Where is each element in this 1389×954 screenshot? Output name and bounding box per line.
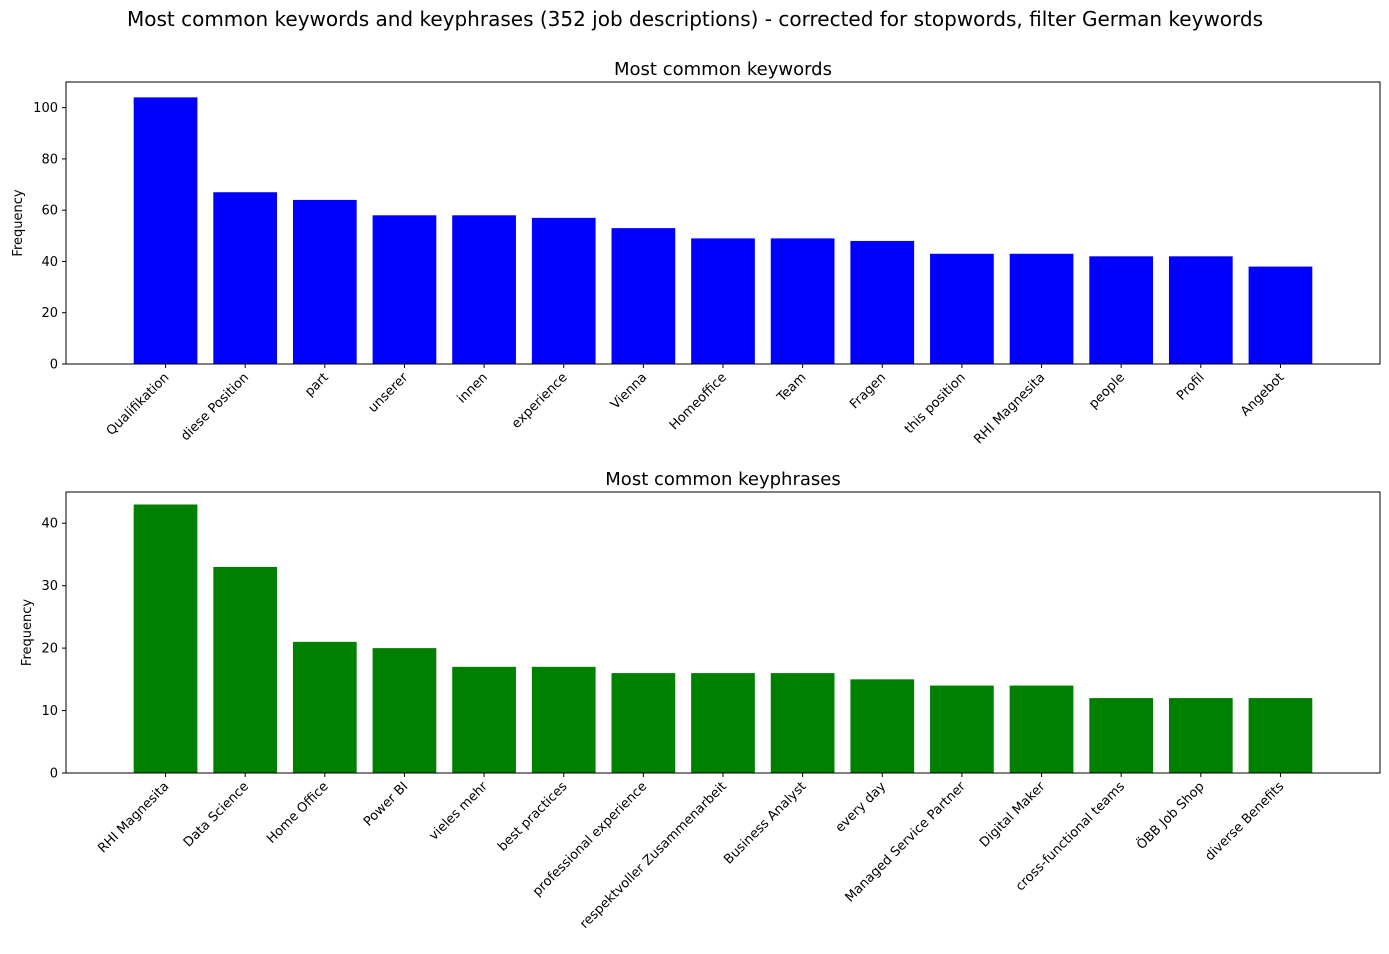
keyphrases-x-tick-label: Business Analyst (721, 779, 809, 867)
keywords-x-tick-label: RHI Magnesita (971, 370, 1048, 447)
keyphrases-bar (452, 666, 516, 773)
keywords-chart: Most common keywords Frequency 0 20 40 60 80 10… (11, 59, 1381, 447)
keyphrases-bar (213, 566, 278, 773)
keyphrases-bar (691, 673, 755, 773)
keyphrases-bar (1168, 698, 1233, 773)
keyphrases-x-tick-label: best practices (495, 779, 571, 855)
keywords-y-tick-label: 0 (50, 358, 58, 373)
keywords-bar (930, 253, 994, 364)
keywords-x-tick-label: Vienna (608, 370, 650, 412)
keyphrases-x-tick-label: respektvoller Zusammenarbeit (577, 779, 730, 932)
keyphrases-bar (930, 685, 994, 773)
keyphrases-y-tick-label: 40 (41, 517, 58, 532)
keywords-bar (611, 228, 676, 364)
keywords-x-tick-label: Homeoffice (667, 370, 730, 433)
keywords-bar (1009, 253, 1074, 364)
keyphrases-bar (133, 504, 198, 773)
keyphrases-x-tick-label: every day (833, 779, 890, 836)
keywords-bar (691, 238, 755, 364)
keyphrases-bar (611, 673, 676, 773)
keywords-bar (372, 215, 437, 364)
keywords-x-tick-label: people (1086, 370, 1128, 412)
keyphrases-x-tick-label: RHI Magnesita (95, 779, 172, 856)
keyphrases-bar (1009, 685, 1074, 773)
keywords-x-tick-label: Profil (1174, 370, 1208, 404)
keyphrases-y-tick-label: 0 (50, 767, 58, 782)
keywords-bar (531, 217, 596, 364)
keyphrases-x-tick-label: Data Science (181, 779, 252, 850)
keyphrases-x-tick-label: ÖBB Job Shop (1133, 778, 1208, 853)
keyphrases-bar (770, 673, 835, 773)
keywords-bar (133, 97, 198, 364)
keywords-axes-frame (65, 81, 1381, 365)
keyphrases-y-axis-label: Frequency (20, 599, 35, 666)
keyphrases-bar (1089, 698, 1154, 773)
keyphrases-bar (292, 641, 357, 773)
keywords-bar (1168, 256, 1233, 364)
keywords-x-tick-label: part (302, 370, 331, 399)
keywords-x-tick-label: Fragen (847, 370, 889, 412)
keyphrases-bar (372, 648, 437, 773)
keywords-bar (850, 240, 915, 364)
keywords-bar (213, 192, 278, 364)
keyphrases-y-tick-label: 20 (41, 642, 58, 657)
keywords-bar (770, 238, 835, 364)
keywords-y-tick-label: 60 (41, 204, 58, 219)
keywords-y-tick-label: 100 (33, 101, 58, 116)
keywords-y-tick-label: 80 (41, 152, 58, 167)
keywords-x-tick-label: this position (902, 370, 969, 437)
keywords-bar (1248, 266, 1313, 364)
keyphrases-y-tick-label: 10 (41, 704, 58, 719)
keywords-x-tick-label: Qualifikation (104, 370, 173, 439)
figure-suptitle: Most common keywords and keyphrases (352… (127, 7, 1263, 31)
keyphrases-x-tick-label: diverse Benefits (1202, 779, 1287, 864)
keyphrases-x-tick-label: Digital Maker (977, 779, 1049, 851)
keyphrases-chart-title: Most common keyphrases (605, 469, 840, 490)
keywords-x-tick-label: Angebot (1238, 370, 1287, 419)
keyphrases-bar (1248, 698, 1313, 773)
keyphrases-bar (531, 666, 596, 773)
keywords-x-tick-label: unserer (366, 370, 412, 416)
keywords-x-tick-label: experience (509, 370, 571, 432)
keywords-bar (292, 199, 357, 364)
keywords-y-axis-label: Frequency (11, 189, 26, 256)
keyphrases-x-tick-label: Power BI (361, 779, 411, 829)
keywords-x-tick-label: diese Position (178, 370, 252, 444)
keyphrases-y-tick-label: 30 (41, 579, 58, 594)
keywords-bar (452, 215, 516, 364)
keywords-y-tick-label: 40 (41, 255, 58, 270)
keyphrases-bar (850, 679, 915, 773)
keywords-y-tick-label: 20 (41, 306, 58, 321)
keywords-x-tick-label: innen (455, 370, 491, 406)
keyphrases-x-tick-label: vieles mehr (427, 779, 492, 844)
keyphrases-axes-frame (65, 491, 1381, 774)
keywords-x-tick-label: Team (774, 370, 810, 406)
keywords-bar (1089, 256, 1154, 364)
keyphrases-chart: Most common keyphrases Frequency 0 10 20 30 40… (20, 469, 1381, 932)
keywords-chart-title: Most common keywords (614, 59, 832, 80)
keyphrases-x-tick-label: Home Office (264, 779, 332, 847)
